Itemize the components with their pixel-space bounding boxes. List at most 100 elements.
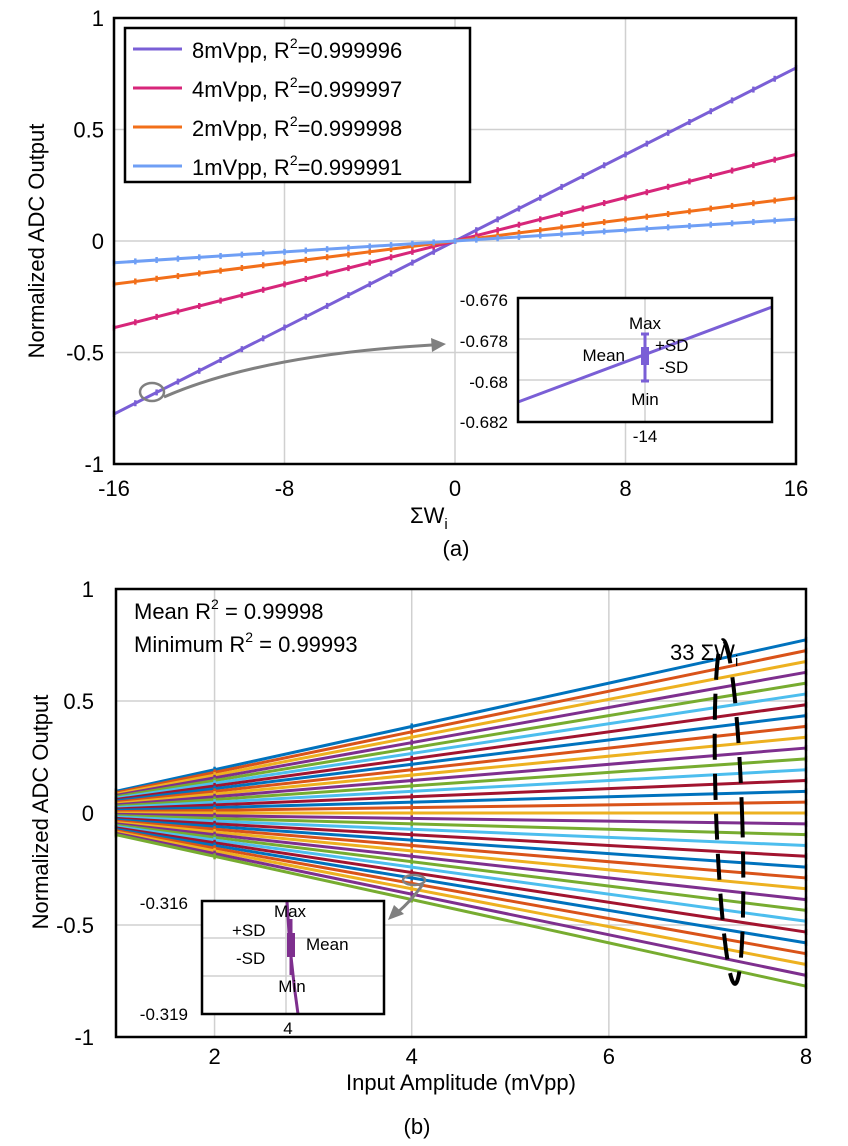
panel-b-ytick-label: 0 [82, 801, 94, 826]
panel-b-ytick-label: -0.5 [56, 913, 94, 938]
inset-a-ytick-2: -0.68 [469, 373, 508, 392]
panel-a-ylabel: Normalized ADC Output [24, 124, 49, 359]
panel-b-caption: (b) [404, 1114, 431, 1139]
series-line-w13 [115, 670, 807, 797]
series-line-w8 [115, 724, 807, 804]
inset-a-ytick-0: -0.676 [460, 291, 508, 310]
series-line-w6 [115, 746, 807, 807]
series-line-w11 [115, 692, 807, 800]
legend-entry: 2mVpp, R2=0.999998 [192, 113, 402, 141]
series-line-w-1 [115, 812, 807, 826]
series-bracket-ellipse [712, 638, 746, 986]
panel-a-plot-frame [112, 16, 798, 466]
legend-box [123, 26, 472, 184]
panel-b-xtick-label: 2 [208, 1044, 220, 1069]
series-line-w-8 [115, 822, 807, 902]
panel-a-xlabel: ΣWi [410, 503, 448, 533]
inset-a-frame [516, 296, 774, 424]
panel-a-series [112, 64, 798, 418]
panel-a-ytick-label: -0.5 [66, 341, 104, 366]
panel-a-ytick-label: 0.5 [73, 118, 104, 143]
inset-b-frame [200, 899, 386, 1016]
panel-a-caption: (a) [443, 536, 470, 561]
series-line-w-12 [115, 827, 807, 945]
series-line-w-11 [115, 826, 807, 934]
series-line-w-6 [115, 819, 807, 880]
inset-b-background [202, 901, 384, 1014]
panel-b-ytick-label: 0.5 [63, 689, 94, 714]
panel-b-xtick-label: 4 [406, 1044, 418, 1069]
panel-b: 2 4 6 8 1 0.5 0 -0.5 -1 Input Amplitude (mVpp) N… [28, 577, 812, 1139]
series-line-w-3 [115, 815, 807, 847]
zoom-b-arrowhead [388, 905, 404, 920]
panel-b-xtick-label: 8 [800, 1044, 812, 1069]
series-line-w-7 [115, 820, 807, 891]
series-line-w7 [115, 735, 807, 806]
panel-a-ytick-label: 1 [92, 6, 104, 31]
series-line-w5 [115, 757, 807, 808]
inset-b-minus-sd-label: -SD [236, 949, 265, 968]
panel-b-ytick-label: 1 [82, 577, 94, 602]
panel-a-tick-labels: -16 -8 0 8 16 1 0.5 0 -0.5 -1 [66, 6, 808, 501]
inset-a-ytick-1: -0.678 [460, 332, 508, 351]
inset-b-plus-sd-label: +SD [232, 921, 266, 940]
inset-a-xtick: -14 [633, 427, 658, 446]
panel-a-xtick-label: 8 [619, 476, 631, 501]
series-line-w1 [115, 800, 807, 814]
series-line-w2 [115, 789, 807, 812]
series-line-w-15 [115, 831, 807, 977]
legend-entry: 1mVpp, R2=0.999991 [192, 152, 402, 180]
inset-b-sd-box [287, 933, 295, 957]
panel-a-ytick-label: -1 [84, 452, 104, 477]
series-line-w-16 [115, 833, 807, 988]
series-line-w3 [115, 779, 807, 811]
legend-entry: 8mVpp, R2=0.999996 [192, 35, 402, 63]
inset-a-sd-box [641, 347, 649, 365]
panel-a: -16 -8 0 8 16 1 0.5 0 -0.5 -1 ΣWi Normalized ADC … [24, 6, 808, 561]
series-line-w16 [115, 638, 807, 793]
panel-b-xlabel: Input Amplitude (mVpp) [346, 1070, 576, 1095]
panel-a-xtick-label: 16 [784, 476, 808, 501]
inset-b-ytick-0: -0.316 [140, 894, 188, 913]
zoom-b-circle [401, 873, 427, 887]
inset-a-mean-label: Mean [582, 346, 625, 365]
panel-b-plot-frame [114, 587, 808, 1039]
inset-b-max-label: Max [274, 902, 307, 921]
zoom-arrowhead [431, 338, 446, 352]
series-line-w-14 [115, 830, 807, 967]
zoom-circle [138, 381, 166, 403]
series-line-w-2 [115, 814, 807, 837]
panel-b-ylabel: Normalized ADC Output [28, 695, 53, 930]
panel-b-ytick-label: -1 [74, 1025, 94, 1050]
inset-b-ytick-1: -0.319 [140, 1005, 188, 1024]
panel-b-tick-labels: 2 4 6 8 1 0.5 0 -0.5 -1 [56, 577, 812, 1069]
series-line-w15 [115, 649, 807, 795]
mean-r2-label: Mean R2 = 0.99998 [134, 596, 323, 624]
series-line-w14 [115, 659, 807, 796]
panel-b-xtick-label: 6 [603, 1044, 615, 1069]
inset-a-min-label: Min [631, 390, 658, 409]
inset-a-max-label: Max [629, 314, 662, 333]
inset-b-min-label: Min [278, 977, 305, 996]
inset-a-minus-sd-label: -SD [659, 358, 688, 377]
inset-a-plus-sd-label: +SD [655, 336, 689, 355]
series-line-w-13 [115, 829, 807, 956]
series-line-w10 [115, 703, 807, 801]
zoom-b-arrow [397, 883, 425, 914]
series-line-w-10 [115, 825, 807, 923]
inset-b-mean-label: Mean [306, 935, 349, 954]
series-line-w12 [115, 681, 807, 799]
series-line-w9 [115, 714, 807, 803]
panel-a-xtick-label: 0 [449, 476, 461, 501]
zoom-arrow [163, 343, 433, 399]
series-line-w-5 [115, 818, 807, 869]
panel-a-xtick-label: -8 [275, 476, 295, 501]
panel-a-legend: 8mVpp, R2=0.999996 4mVpp, R2=0.999997 2mVp… [123, 26, 472, 184]
series-line-w-9 [115, 823, 807, 912]
panel-a-xtick-label: -16 [98, 476, 130, 501]
inset-a-ytick-3: -0.682 [460, 413, 508, 432]
inset-b-xtick: 4 [283, 1019, 292, 1038]
legend-entry: 4mVpp, R2=0.999997 [192, 74, 402, 102]
min-r2-label: Minimum R2 = 0.99993 [134, 629, 358, 657]
